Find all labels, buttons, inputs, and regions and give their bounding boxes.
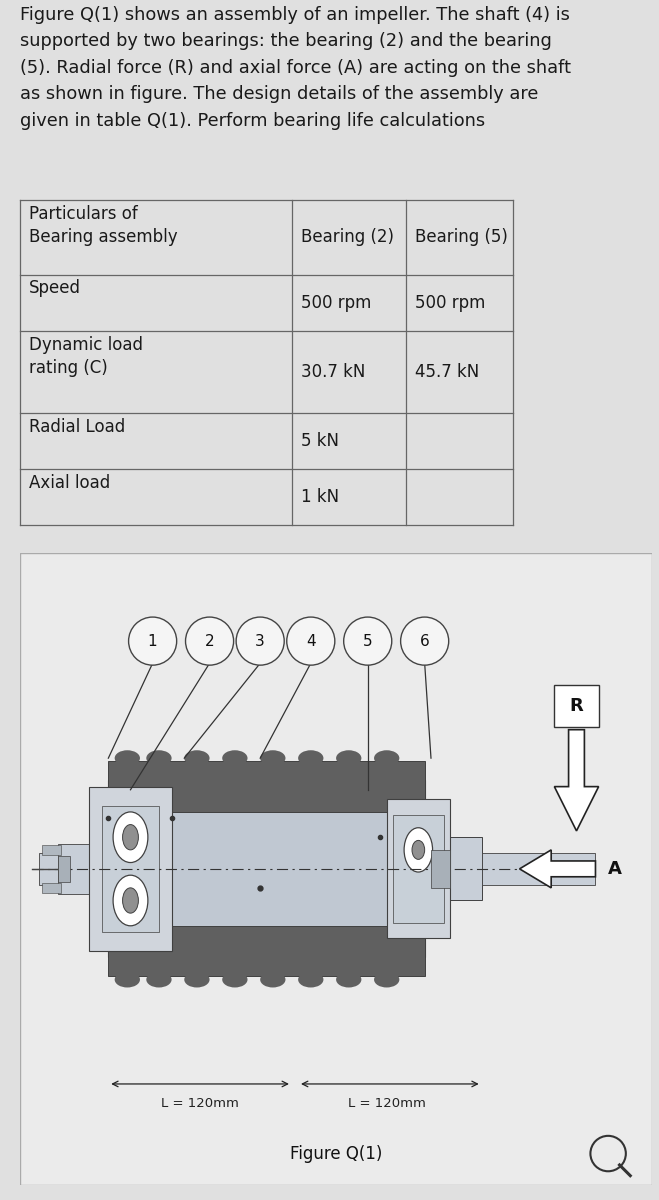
Ellipse shape [115, 972, 140, 988]
Text: Bearing (5): Bearing (5) [415, 228, 508, 246]
Text: 500 rpm: 500 rpm [415, 294, 486, 312]
Text: Bearing (2): Bearing (2) [301, 228, 394, 246]
Ellipse shape [404, 828, 432, 872]
Bar [108, 761, 424, 812]
Text: 3: 3 [255, 634, 265, 649]
Text: 2: 2 [205, 634, 214, 649]
Bar [431, 838, 482, 900]
Ellipse shape [260, 972, 285, 988]
Bar [482, 853, 596, 884]
Text: Axial load: Axial load [29, 474, 111, 492]
Ellipse shape [123, 824, 138, 850]
Ellipse shape [146, 750, 171, 766]
Bar [431, 850, 450, 888]
Ellipse shape [115, 750, 140, 766]
Text: R: R [569, 697, 583, 715]
Text: 6: 6 [420, 634, 430, 649]
Bar [134, 805, 399, 932]
Ellipse shape [123, 888, 138, 913]
Text: 5 kN: 5 kN [301, 432, 339, 450]
Text: Figure Q(1): Figure Q(1) [290, 1145, 382, 1163]
Ellipse shape [113, 875, 148, 926]
Ellipse shape [185, 972, 210, 988]
Ellipse shape [113, 812, 148, 863]
Bar [554, 685, 598, 726]
Text: L = 120mm: L = 120mm [161, 1097, 239, 1110]
Ellipse shape [260, 750, 285, 766]
Text: 45.7 kN: 45.7 kN [415, 362, 479, 380]
Ellipse shape [374, 750, 399, 766]
Circle shape [236, 617, 284, 665]
Ellipse shape [298, 972, 324, 988]
Ellipse shape [146, 972, 171, 988]
Text: A: A [608, 860, 622, 878]
Text: L = 120mm: L = 120mm [348, 1097, 426, 1110]
Text: 500 rpm: 500 rpm [301, 294, 372, 312]
Circle shape [344, 617, 391, 665]
Bar [90, 824, 431, 913]
Bar [58, 844, 90, 894]
Ellipse shape [336, 750, 361, 766]
Ellipse shape [374, 972, 399, 988]
Text: 1 kN: 1 kN [301, 488, 339, 506]
Text: 30.7 kN: 30.7 kN [301, 362, 366, 380]
Ellipse shape [185, 750, 210, 766]
Circle shape [401, 617, 449, 665]
Text: 4: 4 [306, 634, 316, 649]
Bar [90, 787, 171, 952]
Ellipse shape [298, 750, 324, 766]
Text: Speed: Speed [29, 280, 81, 298]
Bar [58, 857, 71, 882]
Bar [387, 799, 450, 938]
Circle shape [287, 617, 335, 665]
Bar [42, 845, 61, 854]
Text: Dynamic load
rating (C): Dynamic load rating (C) [29, 336, 143, 377]
Circle shape [186, 617, 233, 665]
Ellipse shape [412, 840, 424, 859]
Text: 1: 1 [148, 634, 158, 649]
Circle shape [129, 617, 177, 665]
Text: Radial Load: Radial Load [29, 418, 125, 436]
Ellipse shape [222, 972, 248, 988]
Text: 5: 5 [363, 634, 372, 649]
FancyArrow shape [554, 730, 598, 830]
Ellipse shape [222, 750, 248, 766]
Bar [108, 780, 424, 958]
Bar [102, 805, 159, 932]
Bar [108, 926, 424, 977]
Text: Figure Q(1) shows an assembly of an impeller. The shaft (4) is
supported by two : Figure Q(1) shows an assembly of an impe… [20, 6, 571, 130]
Bar [39, 853, 90, 884]
Bar [393, 815, 444, 923]
FancyArrow shape [519, 850, 596, 888]
Bar [42, 883, 61, 893]
Ellipse shape [336, 972, 361, 988]
Text: Particulars of
Bearing assembly: Particulars of Bearing assembly [29, 205, 178, 246]
